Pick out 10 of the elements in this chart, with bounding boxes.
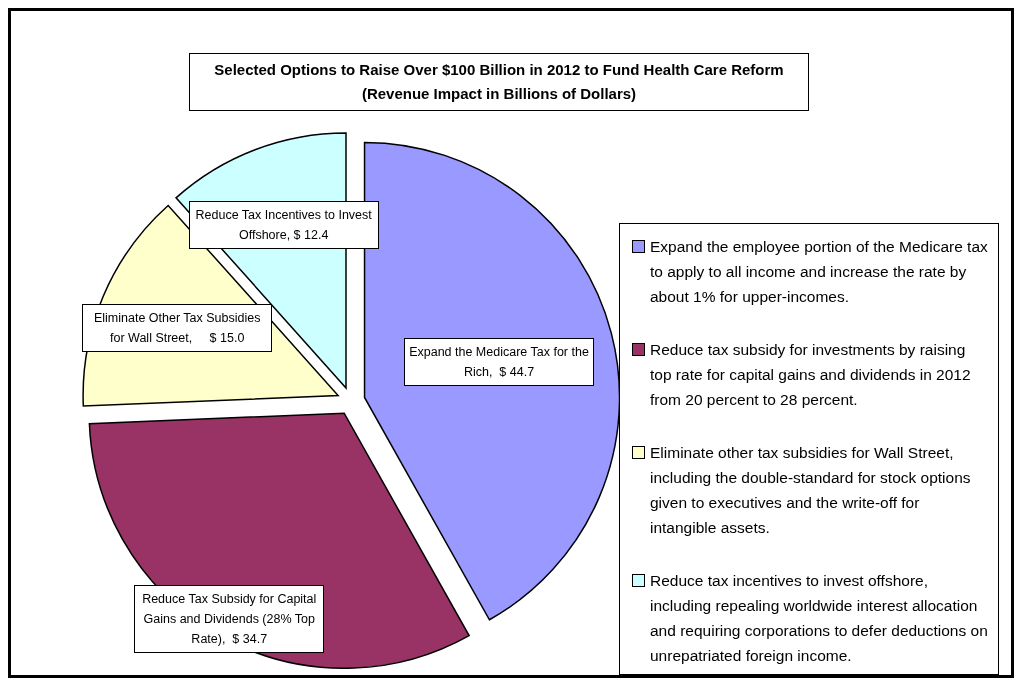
legend-label: Expand the employee portion of the Medicare tax to apply to all income and increase the rate by about 1% for upper-incomes. — [650, 237, 989, 307]
data-label: Reduce Tax Incentives to Invest Offshore, $ 12.4 — [188, 200, 379, 249]
legend-label: Eliminate other tax subsidies for Wall Street, including the double-standard for stock options given to executives and the write-off for intangible assets. — [650, 443, 972, 538]
data-label: Reduce Tax Subsidy for Capital Gains and Dividends (28% Top Rate), $ 34.7 — [134, 585, 325, 654]
data-label: Expand the Medicare Tax for the Rich, $ 44.7 — [404, 338, 595, 387]
chart-subtitle: (Revenue Impact in Billions of Dollars) — [360, 84, 638, 104]
chart-title: Selected Options to Raise Over $100 Billion in 2012 to Fund Health Care Reform — [213, 60, 785, 80]
data-label: Eliminate Other Tax Subsidies for Wall Street, $ 15.0 — [82, 303, 273, 352]
legend-label: Reduce tax incentives to invest offshore, including repealing worldwide interest allocation and requiring corporations to defer deductions on unrepatriated foreign income. — [650, 571, 989, 666]
legend-label: Reduce tax subsidy for investments by raising top rate for capital gains and dividends in 2012 from 20 percent to 28 percent. — [650, 340, 972, 410]
